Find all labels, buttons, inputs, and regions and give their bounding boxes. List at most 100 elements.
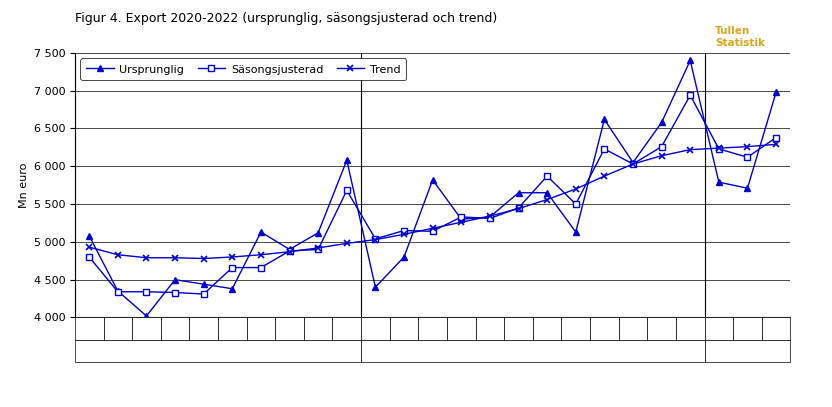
Säsongsjusterad xyxy=(313,247,323,252)
Text: 10: 10 xyxy=(626,324,640,334)
Text: 05: 05 xyxy=(140,324,153,334)
Ursprunglig xyxy=(199,282,209,287)
Säsongsjusterad xyxy=(227,265,237,270)
Text: 09: 09 xyxy=(254,324,268,334)
Trend xyxy=(256,252,266,257)
Ursprunglig xyxy=(714,180,724,185)
Säsongsjusterad xyxy=(399,228,409,233)
Säsongsjusterad xyxy=(370,236,380,241)
Text: 02: 02 xyxy=(397,324,411,334)
Ursprunglig xyxy=(742,186,752,190)
Line: Trend: Trend xyxy=(86,141,780,262)
Text: 01: 01 xyxy=(369,324,383,334)
Text: 10: 10 xyxy=(283,324,296,334)
Ursprunglig xyxy=(571,230,581,234)
Ursprunglig xyxy=(656,120,666,125)
Line: Säsongsjusterad: Säsongsjusterad xyxy=(87,92,779,297)
Säsongsjusterad xyxy=(456,214,466,219)
Ursprunglig xyxy=(170,277,180,282)
Text: 12: 12 xyxy=(339,324,354,334)
Ursprunglig xyxy=(342,158,352,163)
Text: 03: 03 xyxy=(426,324,439,334)
Trend xyxy=(571,186,581,191)
Ursprunglig xyxy=(428,177,438,182)
Säsongsjusterad xyxy=(628,162,638,166)
Ursprunglig xyxy=(113,289,123,293)
Text: 03: 03 xyxy=(82,324,97,334)
Trend xyxy=(656,153,666,158)
Text: 12: 12 xyxy=(683,324,697,334)
Trend xyxy=(513,206,523,211)
Trend xyxy=(227,254,237,259)
Trend xyxy=(599,174,609,179)
Legend: Ursprunglig, Säsongsjusterad, Trend: Ursprunglig, Säsongsjusterad, Trend xyxy=(81,59,406,80)
Text: 01: 01 xyxy=(712,324,726,334)
Trend xyxy=(313,245,323,250)
Ursprunglig xyxy=(456,217,466,222)
Ursprunglig xyxy=(485,214,495,219)
Trend xyxy=(342,241,352,246)
Säsongsjusterad xyxy=(285,249,295,254)
Säsongsjusterad xyxy=(485,216,495,221)
Ursprunglig xyxy=(513,190,523,195)
Trend xyxy=(771,142,781,147)
Trend xyxy=(485,214,495,219)
Ursprunglig xyxy=(399,254,409,259)
Text: 11: 11 xyxy=(655,324,669,334)
Text: 05: 05 xyxy=(483,324,497,334)
Säsongsjusterad xyxy=(199,291,209,296)
Ursprunglig xyxy=(686,58,696,63)
Säsongsjusterad xyxy=(513,206,523,210)
Ursprunglig xyxy=(84,233,94,238)
Text: 2020: 2020 xyxy=(204,346,232,356)
Text: 08: 08 xyxy=(225,324,240,334)
Y-axis label: Mn euro: Mn euro xyxy=(19,162,29,208)
Trend xyxy=(742,144,752,149)
Säsongsjusterad xyxy=(170,290,180,295)
Text: 08: 08 xyxy=(569,324,582,334)
Ursprunglig xyxy=(542,190,552,195)
Ursprunglig xyxy=(628,160,638,165)
Line: Ursprunglig: Ursprunglig xyxy=(87,58,779,319)
Ursprunglig xyxy=(599,117,609,122)
Text: 09: 09 xyxy=(597,324,612,334)
Trend xyxy=(399,232,409,237)
Trend xyxy=(84,245,94,249)
Text: Tullen
Statistik: Tullen Statistik xyxy=(716,26,765,48)
Säsongsjusterad xyxy=(342,188,352,193)
Säsongsjusterad xyxy=(771,135,781,140)
Trend xyxy=(428,226,438,231)
Ursprunglig xyxy=(285,247,295,252)
Text: 11: 11 xyxy=(311,324,325,334)
Säsongsjusterad xyxy=(714,147,724,151)
Text: 06: 06 xyxy=(168,324,182,334)
Trend xyxy=(542,197,552,202)
Trend xyxy=(285,249,295,254)
Trend xyxy=(170,255,180,260)
Säsongsjusterad xyxy=(599,147,609,151)
Säsongsjusterad xyxy=(656,144,666,149)
Ursprunglig xyxy=(141,313,151,318)
Säsongsjusterad xyxy=(571,201,581,206)
Säsongsjusterad xyxy=(428,229,438,234)
Text: 03: 03 xyxy=(769,324,783,334)
Trend xyxy=(141,255,151,260)
Ursprunglig xyxy=(227,286,237,291)
Text: 02: 02 xyxy=(740,324,755,334)
Trend xyxy=(686,147,696,152)
Säsongsjusterad xyxy=(113,289,123,294)
Text: 06: 06 xyxy=(512,324,526,334)
Text: 04: 04 xyxy=(111,324,125,334)
Text: 07: 07 xyxy=(540,324,554,334)
Trend xyxy=(370,237,380,242)
Ursprunglig xyxy=(771,90,781,95)
Säsongsjusterad xyxy=(141,289,151,294)
Säsongsjusterad xyxy=(542,174,552,179)
Text: Figur 4. Export 2020-2022 (ursprunglig, säsongsjusterad och trend): Figur 4. Export 2020-2022 (ursprunglig, … xyxy=(75,12,498,25)
Trend xyxy=(199,256,209,261)
Text: 2022: 2022 xyxy=(733,346,761,356)
Säsongsjusterad xyxy=(84,254,94,259)
Ursprunglig xyxy=(370,285,380,290)
Säsongsjusterad xyxy=(256,265,266,270)
Trend xyxy=(628,162,638,166)
